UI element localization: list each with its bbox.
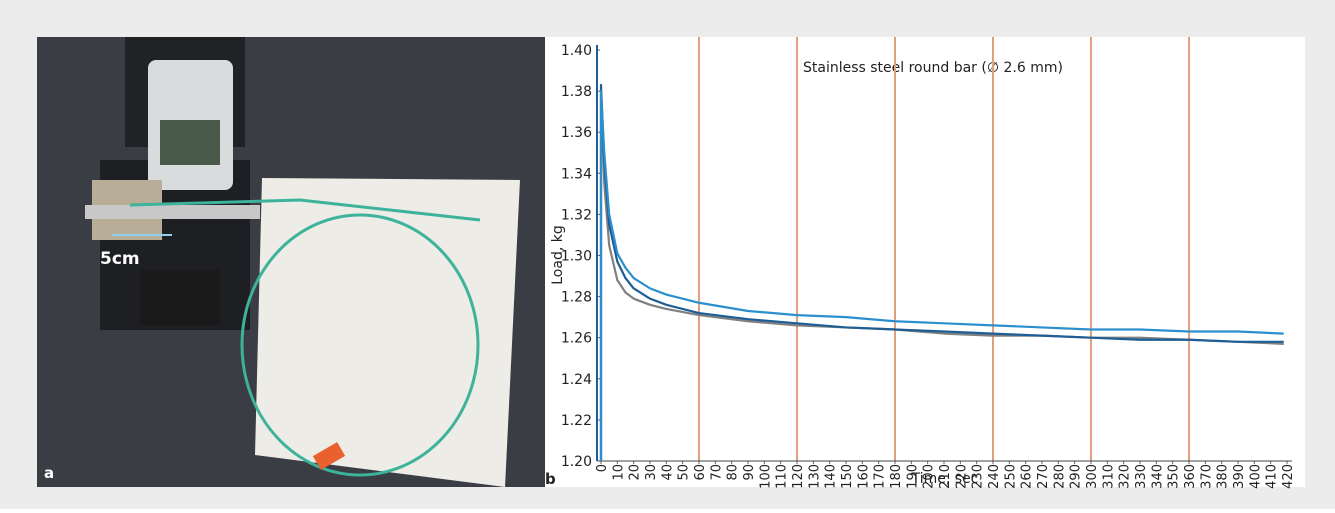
photo-connector	[312, 442, 346, 470]
photo-cable	[240, 213, 480, 477]
x-tick-label: 60	[693, 464, 708, 481]
panel-label: b	[545, 470, 556, 488]
y-tick-label: 1.26	[561, 331, 592, 347]
x-axis-label: Time, sec	[911, 471, 979, 487]
x-tick-label: 360	[1183, 464, 1198, 489]
x-tick-label: 390	[1232, 464, 1247, 489]
photo-board	[255, 178, 520, 487]
x-tick-label: 330	[1134, 464, 1149, 489]
x-tick-label: 200	[922, 464, 937, 489]
x-tick-label: 290	[1069, 464, 1084, 489]
x-tick-label: 30	[644, 464, 659, 481]
x-tick-label: 260	[1020, 464, 1035, 489]
y-tick-label: 1.32	[561, 207, 592, 223]
x-tick-label: 10	[611, 464, 626, 481]
x-tick-label: 400	[1248, 464, 1263, 489]
x-tick-label: 0	[595, 464, 610, 472]
panel-label: a	[44, 464, 54, 482]
photo-rail	[85, 205, 260, 219]
photo-scale-label: 5cm	[100, 249, 140, 269]
plot: 1.20 1.22 1.24 1.26 1.28 1.30 1.32 1.34 1.36 1.38…	[561, 37, 1296, 489]
y-tick-label: 1.38	[561, 84, 592, 100]
x-tick-label: 210	[938, 464, 953, 489]
series-line	[599, 83, 1284, 461]
x-tick-label: 20	[628, 464, 643, 481]
x-tick-label: 380	[1216, 464, 1231, 489]
x-tick-label: 220	[954, 464, 969, 489]
chart-panel	[545, 37, 1305, 487]
y-tick-label: 1.36	[561, 125, 592, 141]
x-tick-label: 50	[677, 464, 692, 481]
x-tick-label: 170	[873, 464, 888, 489]
x-tick-label: 90	[742, 464, 757, 481]
x-tick-label: 250	[1003, 464, 1018, 489]
x-tick-label: 110	[775, 464, 790, 489]
x-tick-label: 280	[1052, 464, 1067, 489]
x-tick-label: 320	[1118, 464, 1133, 489]
y-tick-label: 1.40	[561, 43, 592, 59]
x-tick-label: 230	[971, 464, 986, 489]
x-tick-label: 180	[889, 464, 904, 489]
x-tick-label: 350	[1167, 464, 1182, 489]
photo-block	[140, 270, 220, 325]
photo-cable-end	[129, 198, 481, 222]
x-tick-label: 70	[709, 464, 724, 481]
x-tick-label: 160	[856, 464, 871, 489]
x-tick-label: 80	[726, 464, 741, 481]
x-tick-label: 40	[660, 464, 675, 481]
y-tick-label: 1.22	[561, 413, 592, 429]
chart-title: Stainless steel round bar (∅ 2.6 mm)	[803, 60, 1063, 76]
y-tick-label: 1.20	[561, 454, 592, 470]
series-line	[599, 90, 1284, 461]
y-tick-label: 1.24	[561, 372, 592, 388]
x-tick-label: 120	[791, 464, 806, 489]
y-tick-label: 1.28	[561, 290, 592, 306]
x-tick-label: 410	[1265, 464, 1280, 489]
x-tick-label: 100	[758, 464, 773, 489]
x-tick-label: 300	[1085, 464, 1100, 489]
x-tick-label: 270	[1036, 464, 1051, 489]
y-tick-label: 1.34	[561, 166, 592, 182]
photo-gauge-screen	[160, 120, 220, 165]
x-tick-label: 370	[1199, 464, 1214, 489]
y-axis-label: Load, kg	[550, 225, 566, 284]
x-tick-label: 190	[905, 464, 920, 489]
x-tick-label: 150	[840, 464, 855, 489]
x-tick-label: 130	[807, 464, 822, 489]
x-tick-label: 240	[987, 464, 1002, 489]
x-tick-label: 310	[1101, 464, 1116, 489]
x-tick-label: 340	[1150, 464, 1165, 489]
y-tick-label: 1.30	[561, 249, 592, 265]
x-tick-label: 420	[1281, 464, 1296, 489]
x-tick-label: 140	[824, 464, 839, 489]
photo: 5cm a	[37, 37, 545, 487]
